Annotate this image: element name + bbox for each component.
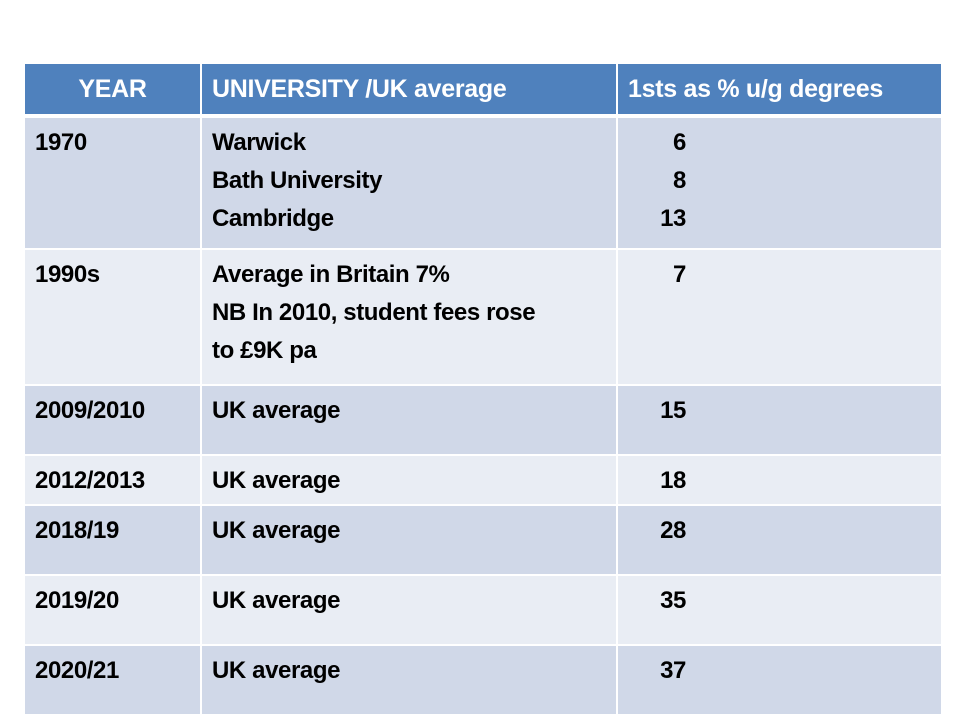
year-cell: 1970 [25,116,202,250]
value: 35 [660,587,686,614]
value-cell: 15 [617,385,943,456]
table-row: 2020/21 UK average 37 [25,645,943,716]
table-row: 1990s Average in Britain 7% NB In 2010, … [25,249,943,386]
university-name: Cambridge [212,205,334,232]
firsts-percentage-table: YEAR UNIVERSITY /UK average 1sts as % u/… [25,64,943,716]
header-university: UNIVERSITY /UK average [201,64,618,118]
university-cell: UK average [201,575,618,646]
year-cell: 2019/20 [25,575,202,646]
university-cell: Average in Britain 7% NB In 2010, studen… [201,249,618,386]
university-name: Bath University [212,167,383,194]
description-line: Average in Britain 7% [212,261,450,288]
header-firsts-percent: 1sts as % u/g degrees [617,64,943,118]
year-cell: 2018/19 [25,505,202,576]
description-line: to £9K pa [212,337,317,364]
year-cell: 2009/2010 [25,385,202,456]
year-cell: 2012/2013 [25,455,202,506]
table-row: 2012/2013 UK average 18 [25,455,943,506]
table-row: 2018/19 UK average 28 [25,505,943,576]
table-row: 1970 Warwick Bath University Cambridge 6… [25,116,943,250]
value: 7 [673,261,686,288]
university-cell: UK average [201,455,618,506]
header-row: YEAR UNIVERSITY /UK average 1sts as % u/… [25,64,943,118]
year-cell: 2020/21 [25,645,202,716]
value-cell: 37 [617,645,943,716]
header-year: YEAR [25,64,202,118]
value: 15 [660,397,686,424]
value: 6 [673,129,686,156]
table-row: 2009/2010 UK average 15 [25,385,943,456]
year-cell: 1990s [25,249,202,386]
value: 18 [660,467,686,494]
value-cell: 28 [617,505,943,576]
value: 13 [660,205,686,232]
university-cell: Warwick Bath University Cambridge [201,116,618,250]
value: 8 [673,167,686,194]
value-cell: 7 [617,249,943,386]
value-cell: 18 [617,455,943,506]
university-cell: UK average [201,645,618,716]
value: 37 [660,657,686,684]
table-row: 2019/20 UK average 35 [25,575,943,646]
description-line: NB In 2010, student fees rose [212,299,536,326]
university-name: Warwick [212,129,306,156]
value-cell: 35 [617,575,943,646]
value-cell: 6 8 13 [617,116,943,250]
university-cell: UK average [201,385,618,456]
university-cell: UK average [201,505,618,576]
value: 28 [660,517,686,544]
